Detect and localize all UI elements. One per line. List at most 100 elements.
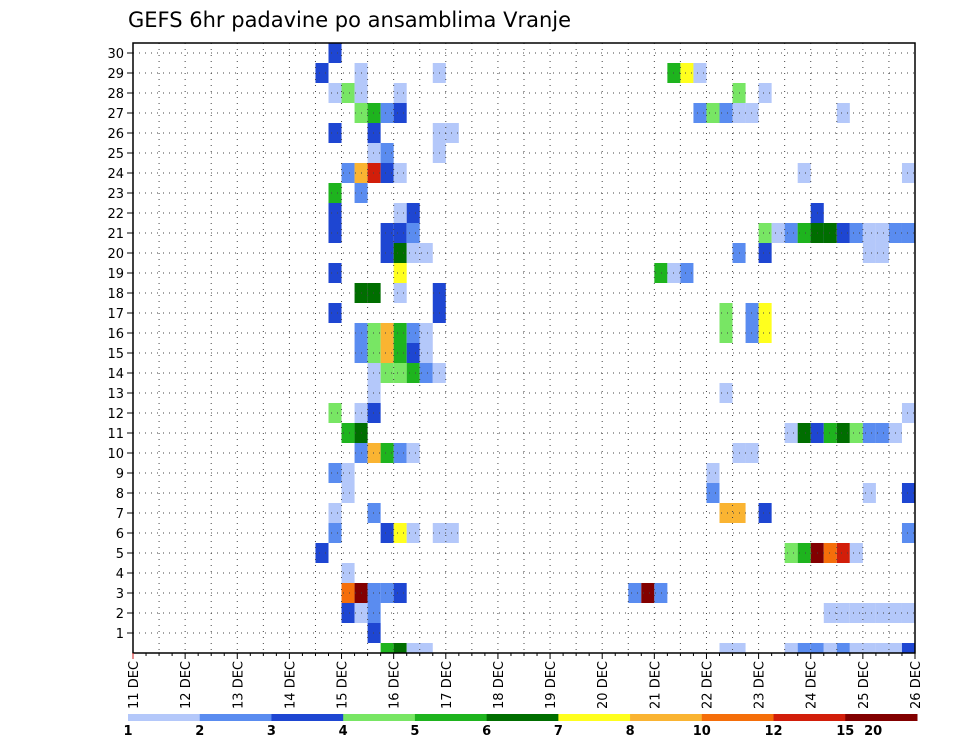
x-tick-label: 18 DEC: [492, 661, 507, 709]
heatmap-cell: [901, 163, 915, 183]
heatmap-cell: [328, 223, 342, 243]
heatmap-cell: [367, 103, 381, 123]
heatmap-cell: [797, 543, 811, 563]
x-tick-label: 25 DEC: [857, 661, 872, 709]
heatmap-cell: [367, 163, 381, 183]
heatmap-cell: [380, 163, 394, 183]
heatmap-cell: [836, 603, 850, 623]
heatmap-cell: [875, 603, 889, 623]
heatmap-cell: [393, 203, 407, 223]
colorbar: 1 2 3 4 5 6 7 8 10 12 15 20: [123, 714, 918, 739]
y-tick-label: 24: [107, 167, 124, 182]
heatmap-cell: [862, 643, 876, 653]
heatmap-cell: [341, 423, 355, 443]
heatmap-cell: [901, 403, 915, 423]
heatmap-cell: [393, 263, 407, 283]
heatmap-cell: [341, 163, 355, 183]
heatmap-cell: [797, 163, 811, 183]
heatmap-cell: [745, 323, 759, 343]
heatmap-cell: [367, 323, 381, 343]
heatmap-cell: [862, 243, 876, 263]
heatmap-cell: [836, 223, 850, 243]
heatmap-cell: [406, 203, 420, 223]
heatmap-cell: [393, 643, 407, 653]
heatmap-cell: [341, 83, 355, 103]
heatmap-cell: [706, 483, 720, 503]
y-tick-label: 12: [107, 407, 124, 422]
y-tick-label: 6: [116, 527, 124, 542]
colorbar-tick-label: 5: [410, 724, 419, 739]
y-tick-label: 17: [107, 307, 124, 322]
y-tick-label: 22: [107, 207, 124, 222]
heatmap-cell: [419, 343, 433, 363]
heatmap-cell: [367, 403, 381, 423]
heatmap-cell: [367, 623, 381, 643]
y-tick-label: 28: [107, 87, 124, 102]
heatmap-cell: [380, 343, 394, 363]
y-tick-label: 21: [107, 227, 124, 242]
x-tick-label: 17 DEC: [440, 661, 455, 709]
heatmap-cell: [771, 223, 785, 243]
y-tick-label: 26: [107, 127, 124, 142]
heatmap-cell: [393, 243, 407, 263]
heatmap-cell: [393, 323, 407, 343]
heatmap-cell: [367, 583, 381, 603]
heatmap-cell: [419, 643, 433, 653]
heatmap-cell: [849, 643, 863, 653]
colorbar-swatch: [558, 714, 631, 721]
heatmap-cell: [367, 123, 381, 143]
colorbar-swatch: [701, 714, 775, 721]
colorbar-tick-label: 20: [864, 724, 882, 739]
heatmap-cell: [628, 583, 642, 603]
heatmap-cell: [719, 103, 733, 123]
heatmap-cell: [745, 103, 759, 123]
heatmap-cell: [719, 503, 733, 523]
x-tick-label: 11 DEC: [127, 661, 142, 709]
y-tick-label: 3: [116, 587, 124, 602]
y-tick-label: 5: [116, 547, 124, 562]
heatmap-cell: [328, 123, 342, 143]
y-axis: 1234567891011121314151617181920212223242…: [107, 47, 133, 642]
heatmap-cell: [862, 223, 876, 243]
heatmap-cell: [654, 263, 668, 283]
y-tick-label: 18: [107, 287, 124, 302]
heatmap-cell: [784, 543, 798, 563]
heatmap-cell: [732, 643, 746, 653]
heatmap-cell: [901, 523, 915, 543]
heatmap-cell: [328, 43, 342, 63]
colorbar-swatch: [845, 714, 918, 721]
x-tick-label: 24 DEC: [805, 661, 820, 709]
heatmap-cell: [419, 323, 433, 343]
heatmap-cell: [367, 603, 381, 623]
heatmap-cell: [367, 383, 381, 403]
heatmap-cell: [758, 323, 772, 343]
colorbar-tick-label: 1: [123, 724, 132, 739]
heatmap-cell: [393, 103, 407, 123]
heatmap-cell: [680, 63, 694, 83]
y-tick-label: 1: [116, 627, 124, 642]
heatmap-cell: [328, 503, 342, 523]
heatmap-cell: [367, 343, 381, 363]
heatmap-cell: [862, 483, 876, 503]
heatmap-cell: [380, 243, 394, 263]
colorbar-tick-label: 4: [339, 724, 348, 739]
heatmap-cell: [328, 523, 342, 543]
heatmap-cells: [315, 43, 915, 653]
heatmap-cell: [393, 223, 407, 243]
heatmap-cell: [719, 643, 733, 653]
gridlines: [133, 43, 915, 653]
heatmap-cell: [758, 243, 772, 263]
colorbar-swatch: [486, 714, 559, 721]
colorbar-swatch: [414, 714, 488, 721]
heatmap-cell: [406, 223, 420, 243]
heatmap-cell: [758, 83, 772, 103]
heatmap-cell: [406, 363, 420, 383]
x-tick-label: 23 DEC: [753, 661, 768, 709]
y-tick-label: 30: [107, 47, 124, 62]
heatmap-cell: [693, 63, 707, 83]
heatmap-cell: [693, 103, 707, 123]
x-tick-label: 15 DEC: [336, 661, 351, 709]
x-axis: 11 DEC 12 DEC 13 DEC 14 DEC 15 DEC 16 DEC 17 D…: [127, 653, 924, 709]
heatmap-cell: [875, 643, 889, 653]
